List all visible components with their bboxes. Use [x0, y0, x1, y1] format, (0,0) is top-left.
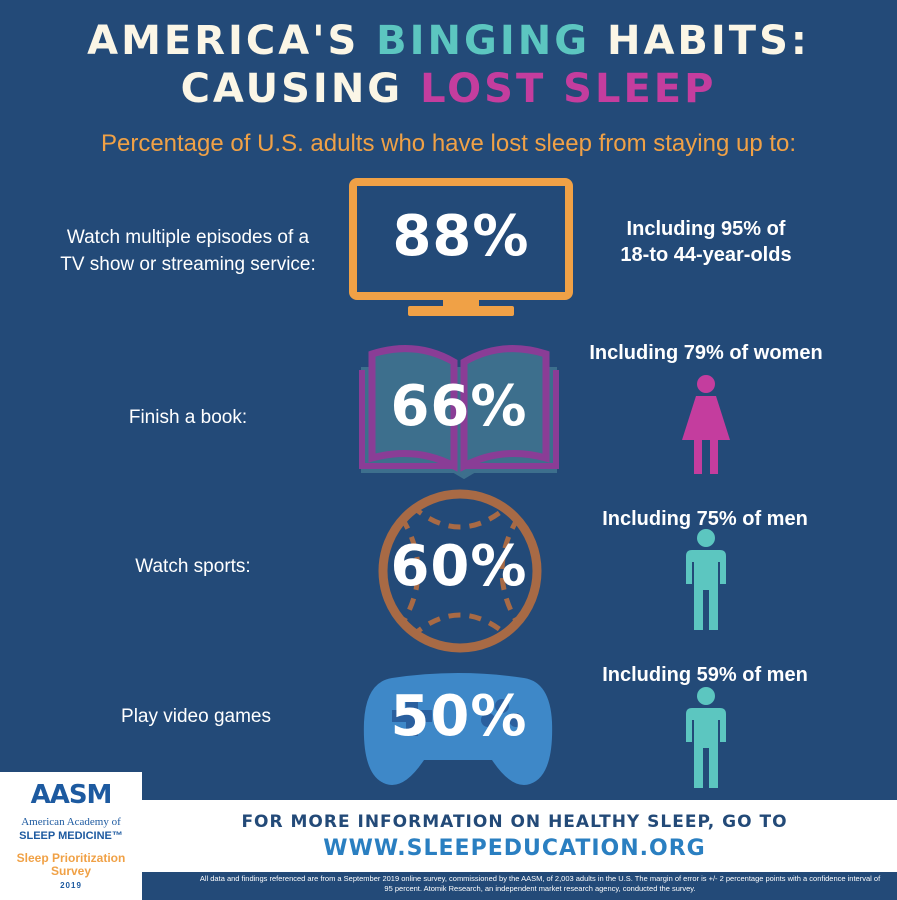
logo-survey-name: Sleep Prioritization Survey	[4, 852, 138, 878]
row-label-line: Watch multiple episodes of a	[66, 227, 310, 248]
row-label-line: TV show or streaming service:	[60, 254, 316, 275]
title-text: CAUSING	[180, 66, 421, 112]
book-icon	[359, 345, 559, 480]
footer-info-text: FOR MORE INFORMATION ON HEALTHY SLEEP, G…	[241, 812, 788, 832]
title-line-1: AMERICA'S BINGING HABITS:	[0, 18, 897, 64]
side-note-games: Including 59% of men	[602, 664, 808, 686]
title-highlight-lost-sleep: LOST SLEEP	[420, 66, 717, 112]
percent-book: 66%	[390, 374, 528, 439]
logo-org-line2: SLEEP MEDICINE™	[19, 830, 123, 842]
percent-sports: 60%	[390, 534, 528, 599]
row-label-sports: Watch sports:	[135, 556, 251, 577]
gamepad-icon	[363, 673, 553, 785]
disclaimer: All data and findings referenced are fro…	[199, 874, 881, 893]
woman-icon	[682, 375, 730, 474]
side-note-line: Including 95% of	[626, 218, 786, 240]
row-label-tv: Watch multiple episodes of a TV show or …	[48, 224, 328, 278]
row-label-games: Play video games	[121, 706, 271, 727]
logo-acronym: AASM	[30, 780, 113, 810]
man-icon	[686, 529, 726, 630]
side-note-tv: Including 95% of 18-to 44-year-olds	[596, 216, 816, 268]
percent-games: 50%	[390, 684, 528, 749]
man-icon	[686, 687, 726, 788]
logo-org-line1: American Academy of	[21, 816, 121, 828]
side-note-line: 18-to 44-year-olds	[620, 244, 792, 266]
row-label-book: Finish a book:	[128, 407, 248, 428]
footer-banner	[142, 800, 897, 872]
title-text: AMERICA'S	[87, 18, 377, 64]
baseball-icon	[378, 489, 542, 653]
subtitle: Percentage of U.S. adults who have lost …	[100, 130, 797, 157]
logo-year: 2019	[60, 881, 82, 890]
side-note-book: Including 79% of women	[589, 342, 823, 364]
logo-survey-line: Survey	[50, 864, 92, 878]
title-line-2: CAUSING LOST SLEEP	[0, 66, 897, 112]
side-note-sports: Including 75% of men	[602, 508, 808, 530]
tv-icon	[349, 178, 573, 316]
aasm-logo	[0, 772, 142, 900]
footer-website-link[interactable]: WWW.SLEEPEDUCATION.ORG	[323, 836, 706, 861]
title-text: HABITS:	[590, 18, 810, 64]
percent-tv: 88%	[392, 204, 530, 269]
logo-survey-line: Sleep Prioritization	[16, 851, 126, 865]
title-highlight-binging: BINGING	[376, 18, 591, 64]
